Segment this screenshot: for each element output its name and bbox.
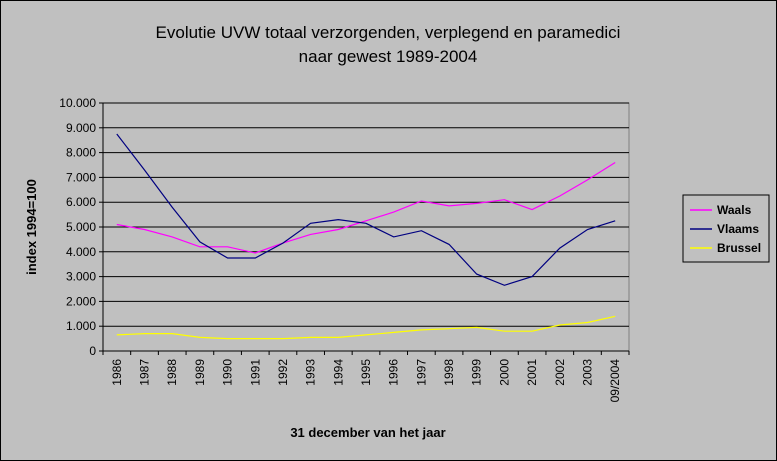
y-tick-label: 9.000 [66, 121, 96, 135]
y-tick-label: 0 [89, 344, 96, 358]
x-tick-label: 1992 [276, 359, 290, 386]
x-tick-label: 1991 [248, 359, 262, 386]
x-tick-label: 1997 [414, 359, 428, 386]
x-tick-label: 1988 [165, 359, 179, 386]
y-tick-label: 6.000 [66, 195, 96, 209]
x-tick-label: 1989 [193, 359, 207, 386]
series-line-brussel [116, 315, 616, 340]
x-tick-label: 2001 [525, 359, 539, 386]
legend-label-brussel: Brussel [717, 241, 761, 255]
y-tick-label: 1.000 [66, 319, 96, 333]
y-tick-label: 5.000 [66, 220, 96, 234]
x-axis-title: 31 december van het jaar [290, 425, 445, 440]
x-tick-label: 1996 [387, 359, 401, 386]
legend-label-vlaams: Vlaams [717, 222, 759, 236]
x-tick-label: 1999 [470, 359, 484, 386]
y-tick-label: 10.000 [59, 96, 96, 110]
series-line-vlaams [116, 133, 616, 286]
chart-title-line1: Evolutie UVW totaal verzorgenden, verple… [156, 23, 621, 42]
x-tick-label: 1998 [442, 359, 456, 386]
y-tick-label: 7.000 [66, 170, 96, 184]
x-tick-label: 09/2004 [608, 359, 622, 403]
y-tick-label: 2.000 [66, 294, 96, 308]
x-tick-label: 2003 [580, 359, 594, 386]
x-tick-label: 2002 [553, 359, 567, 386]
legend: Waals Vlaams Brussel [682, 194, 770, 263]
legend-label-waals: Waals [717, 203, 752, 217]
y-tick-label: 8.000 [66, 146, 96, 160]
x-tick-label: 1994 [331, 359, 345, 386]
series-lines [116, 133, 616, 340]
gridlines [103, 102, 629, 327]
y-axis-ticks: 0 1.000 2.000 3.000 4.000 5.000 6.000 7.000 8.00… [59, 96, 103, 358]
series-line-waals [116, 161, 616, 254]
y-axis-title: index 1994=100 [24, 179, 39, 275]
y-tick-label: 4.000 [66, 245, 96, 259]
x-tick-label: 1987 [138, 359, 152, 386]
x-tick-label: 1990 [221, 359, 235, 386]
x-tick-label: 1995 [359, 359, 373, 386]
x-tick-label: 2000 [497, 359, 511, 386]
x-tick-label: 1986 [110, 359, 124, 386]
x-axis-ticks: 1986 1987 1988 1989 1990 1991 1992 1993 1994 1995… [102, 351, 630, 403]
x-tick-label: 1993 [304, 359, 318, 386]
y-tick-label: 3.000 [66, 270, 96, 284]
chart-title-line2: naar gewest 1989-2004 [299, 47, 478, 66]
